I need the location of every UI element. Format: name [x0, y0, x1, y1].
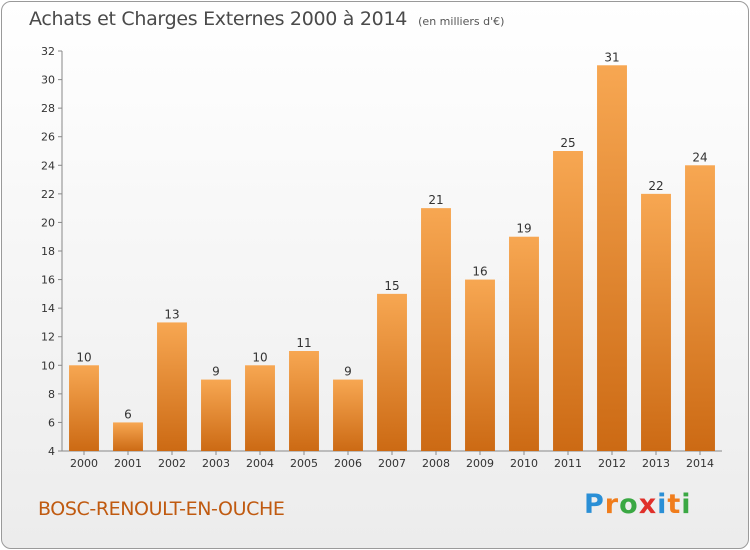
bar-2009 [465, 279, 495, 451]
bar-value-label: 16 [472, 265, 487, 279]
y-tick-label: 26 [41, 131, 55, 144]
x-tick-label: 2009 [466, 457, 494, 470]
bar-2008 [421, 208, 451, 451]
y-tick-label: 28 [41, 102, 55, 115]
y-tick-label: 4 [48, 445, 55, 458]
y-tick-label: 24 [41, 159, 55, 172]
x-tick-label: 2014 [686, 457, 714, 470]
bar-value-label: 22 [648, 179, 663, 193]
y-tick-label: 16 [41, 274, 55, 287]
y-tick-label: 6 [48, 416, 55, 429]
bar-value-label: 31 [604, 50, 619, 64]
logo-letter: t [667, 489, 682, 520]
logo-letter: x [638, 489, 658, 520]
commune-name: BOSC-RENOULT-EN-OUCHE [38, 498, 285, 520]
bar-2014 [685, 165, 715, 452]
bar-value-label: 9 [344, 365, 352, 379]
proxiti-logo: Proxiti [584, 489, 692, 520]
bar-2013 [641, 193, 671, 451]
bar-2000 [69, 365, 99, 451]
chart-title: Achats et Charges Externes 2000 à 2014 [29, 8, 408, 30]
bar-2006 [333, 379, 363, 451]
logo-letter: o [619, 489, 639, 520]
x-tick-label: 2007 [378, 457, 406, 470]
logo-letter: i [681, 489, 692, 520]
chart-title-row: Achats et Charges Externes 2000 à 2014 (… [29, 8, 504, 30]
x-tick-label: 2002 [158, 457, 186, 470]
y-tick-label: 32 [41, 45, 55, 58]
bar-2012 [597, 65, 627, 452]
bar-2002 [157, 322, 187, 451]
logo-letter: i [657, 489, 668, 520]
x-tick-label: 2004 [246, 457, 274, 470]
x-tick-label: 2013 [642, 457, 670, 470]
bar-value-label: 13 [164, 307, 179, 321]
bar-value-label: 21 [428, 193, 443, 207]
bar-2010 [509, 236, 539, 451]
bar-value-label: 6 [124, 407, 132, 421]
x-tick-label: 2000 [70, 457, 98, 470]
x-tick-label: 2006 [334, 457, 362, 470]
y-tick-label: 8 [48, 388, 55, 401]
bar-2001 [113, 422, 143, 451]
y-tick-label: 14 [41, 302, 55, 315]
bar-2003 [201, 379, 231, 451]
y-tick-label: 20 [41, 216, 55, 229]
logo-letter: P [584, 489, 605, 520]
bar-value-label: 15 [384, 279, 399, 293]
bar-value-label: 10 [76, 350, 91, 364]
y-tick-label: 18 [41, 245, 55, 258]
bar-value-label: 19 [516, 222, 531, 236]
bar-value-label: 10 [252, 350, 267, 364]
bar-2004 [245, 365, 275, 451]
y-tick-label: 22 [41, 188, 55, 201]
logo-letter: r [604, 489, 620, 520]
y-tick-label: 30 [41, 74, 55, 87]
x-tick-label: 2012 [598, 457, 626, 470]
x-tick-label: 2003 [202, 457, 230, 470]
bar-value-label: 11 [296, 336, 311, 350]
bar-2007 [377, 293, 407, 451]
x-tick-label: 2011 [554, 457, 582, 470]
x-tick-label: 2001 [114, 457, 142, 470]
bar-2005 [289, 351, 319, 451]
bar-value-label: 9 [212, 365, 220, 379]
chart-bars: 10 6 13 9 10 11 9 15 21 16 19 25 31 22 24 [69, 50, 715, 452]
y-tick-label: 12 [41, 331, 55, 344]
y-tick-label: 10 [41, 359, 55, 372]
chart-subtitle: (en milliers d'€) [418, 15, 505, 28]
x-tick-label: 2010 [510, 457, 538, 470]
x-tick-label: 2005 [290, 457, 318, 470]
bar-value-label: 24 [692, 150, 707, 164]
x-tick-label: 2008 [422, 457, 450, 470]
bar-2011 [553, 151, 583, 451]
bar-value-label: 25 [560, 136, 575, 150]
